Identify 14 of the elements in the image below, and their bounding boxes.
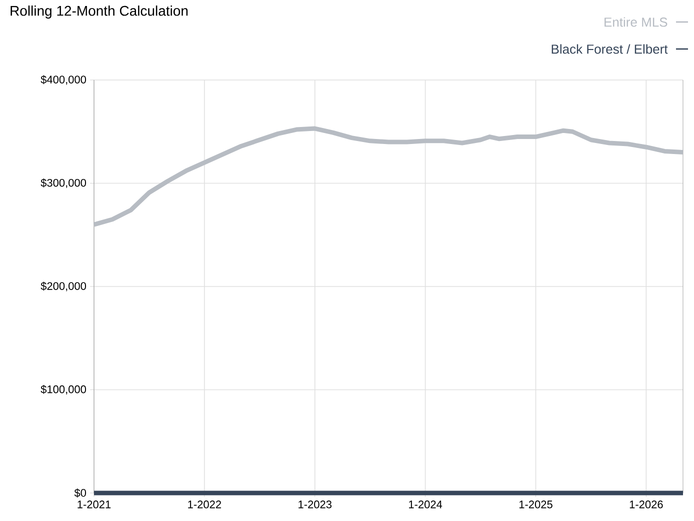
x-tick-label: 1-2023	[298, 500, 332, 508]
legend-label: Entire MLS	[604, 17, 668, 27]
y-tick-label: $400,000	[40, 75, 86, 85]
x-tick-label: 1-2024	[409, 500, 442, 508]
x-tick-label: 1-2025	[519, 500, 552, 508]
x-tick-label: 1-2022	[188, 500, 222, 508]
chart-title: Rolling 12-Month Calculation	[10, 6, 188, 19]
y-tick-label: $0	[74, 488, 86, 498]
x-tick-label: 1-2021	[78, 500, 111, 508]
y-tick-label: $300,000	[40, 178, 86, 188]
y-tick-label: $100,000	[40, 384, 86, 395]
legend-label: Black Forest / Elbert	[552, 44, 668, 54]
y-tick-label: $200,000	[40, 282, 86, 292]
x-tick-label: 1-2026	[630, 500, 663, 508]
